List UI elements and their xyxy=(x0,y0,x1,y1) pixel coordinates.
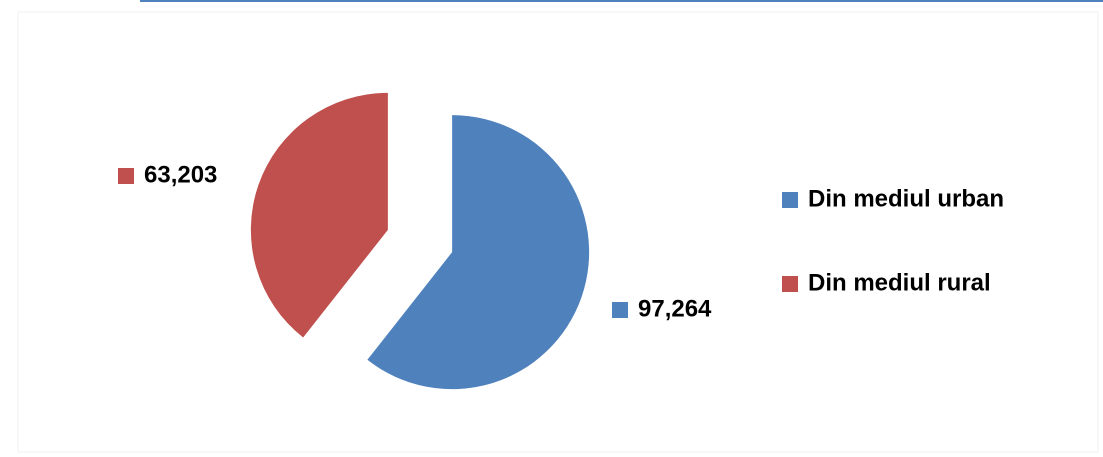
data-label: 97,264 xyxy=(638,295,712,322)
data-label-key xyxy=(612,302,628,318)
legend-key xyxy=(782,192,798,208)
pie-slice xyxy=(250,92,388,338)
data-label: 63,203 xyxy=(144,161,217,188)
pie-slice xyxy=(367,115,590,390)
legend-label: Din mediul urban xyxy=(808,185,1004,212)
legend-key xyxy=(782,276,798,292)
chart-border xyxy=(17,11,1099,453)
legend-label: Din mediul rural xyxy=(808,269,991,296)
data-label-key xyxy=(118,168,134,184)
